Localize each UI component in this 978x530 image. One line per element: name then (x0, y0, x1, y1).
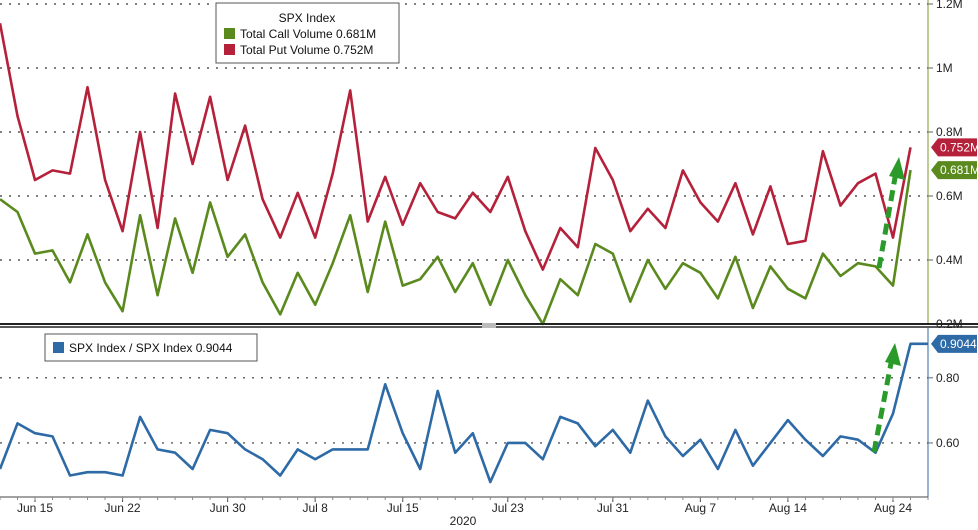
total-call-volume-last-value-label: 0.681M (940, 163, 978, 177)
x-year-label: 2020 (450, 514, 477, 528)
x-tick-label: Jul 8 (302, 501, 328, 515)
ratio-panel: 0.60 0.80 0.9044 SPX Index / SPX Index 0.… (0, 328, 977, 497)
total-call-volume-last-value-tag (931, 161, 977, 180)
panel-divider (0, 323, 978, 328)
spx-index-spx-index-line (0, 342, 928, 484)
x-tick-label: Jul 23 (492, 501, 524, 515)
ratio-legend-swatch (53, 342, 64, 353)
volume-last-value-tags: 0.681M 0.752M (931, 138, 978, 180)
volume-y-tick-label: 1M (936, 61, 953, 75)
volume-legend: SPX Index Total Call Volume 0.681M Total… (215, 2, 400, 64)
total-call-volume-line (0, 169, 912, 326)
put-legend-swatch (224, 44, 235, 55)
x-tick-label: Jun 30 (210, 501, 246, 515)
volume-y-tick-label: 0.4M (936, 253, 963, 267)
x-tick-label: Jun 22 (105, 501, 141, 515)
put-legend-label: Total Put Volume 0.752M (240, 43, 373, 57)
x-tick-label: Aug 14 (769, 501, 807, 515)
ratio-y-tick-label: 0.60 (936, 436, 960, 450)
x-ticks: Jun 15 Jun 22 Jun 30 Jul 8 Jul 15 Jul 23 Jul 3… (0, 497, 929, 515)
volume-y-tick-label: 1.2M (936, 0, 963, 11)
volume-y-tick-label: 0.6M (936, 189, 963, 203)
volume-y-tick-label: 0.8M (936, 125, 963, 139)
ratio-y-tick-label: 0.80 (936, 371, 960, 385)
volume-legend-title: SPX Index (279, 11, 336, 25)
ratio-last-value-tags: 0.9044 (931, 334, 977, 353)
annotation-arrows (871, 157, 905, 453)
volume-series (0, 22, 912, 326)
x-tick-label: Jul 15 (387, 501, 419, 515)
spx-index-spx-index-last-value-tag (931, 334, 977, 353)
ratio-legend: SPX Index / SPX Index 0.9044 (44, 333, 258, 362)
total-put-volume-last-value-tag (931, 138, 977, 157)
ratio-series (0, 342, 928, 484)
x-tick-label: Aug 24 (874, 501, 912, 515)
x-tick-label: Jun 15 (17, 501, 53, 515)
call-legend-swatch (224, 28, 235, 39)
ratio-y-ticks: 0.60 0.80 (928, 371, 960, 450)
total-put-volume-last-value-label: 0.752M (940, 140, 978, 154)
spx-index-spx-index-last-value-label: 0.9044 (940, 337, 977, 351)
call-legend-label: Total Call Volume 0.681M (240, 27, 376, 41)
ratio-legend-label: SPX Index / SPX Index 0.9044 (69, 341, 233, 355)
ratio-trend-arrowhead (885, 343, 901, 366)
total-put-volume-line (0, 22, 912, 271)
volume-trend-arrowhead (889, 157, 905, 180)
x-tick-label: Aug 7 (685, 501, 717, 515)
x-tick-label: Jul 31 (597, 501, 629, 515)
